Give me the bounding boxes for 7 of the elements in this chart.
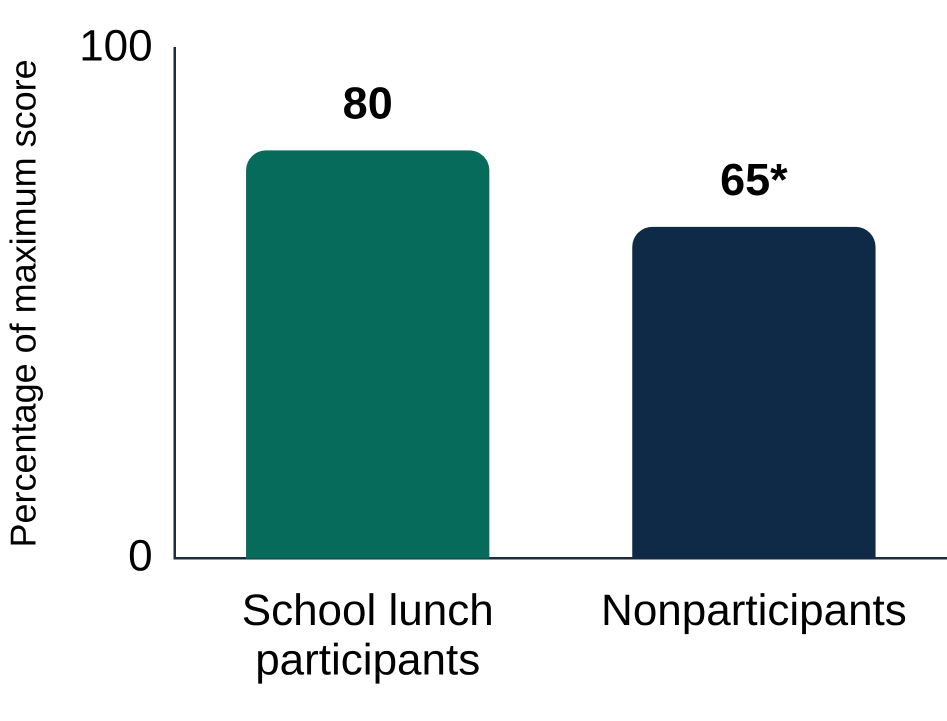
y-tick-label: 0 [128,532,153,581]
data-label: 65* [720,154,788,205]
y-axis-title: Percentage of maximum score [2,59,44,548]
y-tick-label: 100 [79,22,153,71]
data-label: 80 [342,77,393,128]
x-tick-label: School lunch participants [242,586,494,684]
x-tick-label: Nonparticipants [601,586,907,636]
